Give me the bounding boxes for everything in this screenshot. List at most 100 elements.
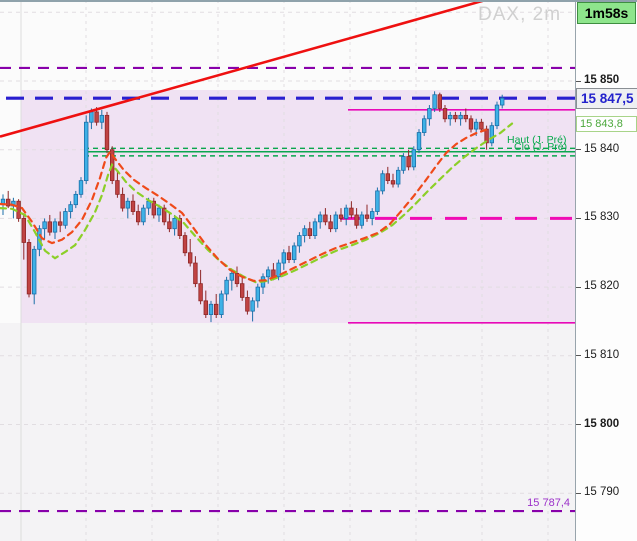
candle-body (343, 207, 349, 219)
rising-trend-line (0, 0, 487, 138)
candle-body (182, 235, 188, 254)
candle-body (364, 214, 370, 219)
candle-body (297, 235, 302, 247)
axis-tick-label: 15 820 (584, 280, 620, 293)
candle-body (219, 293, 224, 315)
current-price-box: 15 847,5 (576, 87, 637, 109)
candle-body (120, 193, 125, 209)
candle-body (291, 245, 297, 261)
candle-body (421, 118, 427, 133)
candle-body (115, 180, 120, 195)
axis-tick-mark (576, 149, 581, 151)
candle-body (58, 221, 63, 226)
instrument-title: DAX, 2m (478, 4, 562, 25)
candle-body (302, 228, 307, 236)
axis-tick-label: 15 840 (584, 142, 620, 155)
candle-body (234, 272, 240, 285)
candle-body (255, 286, 260, 302)
candle-body (229, 272, 234, 281)
candle-body (52, 221, 58, 233)
candle-body (447, 114, 453, 120)
candle-body (146, 200, 151, 209)
candle-body (141, 207, 146, 223)
price-chart-area[interactable]: DAX, 2m Haut (J. Pré) Clo (J. Pré) 15 78… (0, 0, 575, 541)
candle-body (167, 221, 172, 230)
candle-body (354, 214, 359, 226)
candle-body (286, 252, 292, 261)
candle-body (130, 200, 136, 212)
chart-canvas[interactable] (0, 0, 575, 541)
candle-body (125, 200, 130, 209)
candle-body (494, 104, 500, 127)
candle-body (208, 303, 214, 315)
candle-body (427, 108, 432, 120)
candle-body (437, 94, 442, 109)
window-top-border (0, 0, 637, 2)
axis-tick-label: 15 850 (584, 74, 620, 86)
axis-tick-mark (576, 217, 581, 219)
candle-body (203, 300, 208, 315)
candle-body (463, 114, 468, 120)
candle-body (328, 221, 333, 230)
candle-body (442, 108, 448, 120)
axis-tick-mark (576, 286, 581, 288)
candle-body (395, 169, 401, 185)
axis-tick-mark (576, 492, 581, 494)
candle-body (198, 283, 203, 302)
candle-body (161, 207, 167, 223)
candle-body (26, 242, 32, 295)
axis-tick-label: 15 800 (584, 417, 620, 430)
candle-body (307, 228, 312, 236)
lower-background-area (0, 323, 575, 541)
candle-body (78, 180, 84, 195)
candle-body (479, 121, 484, 130)
candle-body (281, 252, 286, 264)
ma-value-text: 15 843,8 (580, 117, 623, 130)
candle-body (317, 214, 323, 223)
candle-body (94, 111, 99, 123)
candle-body (42, 221, 47, 230)
axis-tick-label: 15 790 (584, 486, 620, 499)
price-axis[interactable]: 15 850 15 840 15 830 15 820 15 810 15 800 15 7… (575, 0, 637, 541)
candle-countdown-timer: 1m58s (577, 2, 636, 24)
candle-body (458, 114, 463, 120)
candle-body (177, 217, 182, 236)
candle-body (187, 252, 193, 264)
axis-tick-mark (576, 355, 581, 357)
candle-body (323, 214, 328, 223)
candle-body (468, 118, 474, 130)
candle-body (416, 132, 422, 151)
candle-body (432, 94, 437, 109)
candle-body (239, 283, 245, 298)
candle-body (453, 114, 458, 120)
candle-body (224, 279, 229, 295)
prev-day-high-label: Haut (J. Pré) (507, 134, 567, 146)
candle-body (385, 173, 390, 182)
candle-body (312, 221, 318, 236)
candle-body (390, 180, 396, 185)
axis-tick-label: 15 830 (584, 211, 620, 224)
candle-body (375, 190, 380, 212)
candle-body (151, 200, 156, 216)
candle-body (265, 269, 271, 278)
candle-body (250, 300, 255, 312)
candle-body (16, 200, 21, 219)
candle-body (84, 121, 89, 182)
axis-tick-label: 15 810 (584, 348, 620, 361)
candle-body (63, 211, 68, 226)
axis-tick-mark (576, 424, 581, 425)
candle-body (359, 214, 364, 226)
candle-body (380, 173, 385, 192)
candle-body (89, 111, 94, 123)
candle-body (135, 211, 141, 223)
candle-body (47, 221, 52, 233)
candle-body (489, 125, 494, 144)
axis-tick-mark (576, 80, 581, 82)
candle-body (193, 262, 198, 285)
candle-body (6, 198, 11, 207)
candle-body (172, 217, 177, 230)
candle-body (245, 297, 250, 312)
candle-body (104, 114, 110, 151)
candle-body (499, 97, 505, 106)
